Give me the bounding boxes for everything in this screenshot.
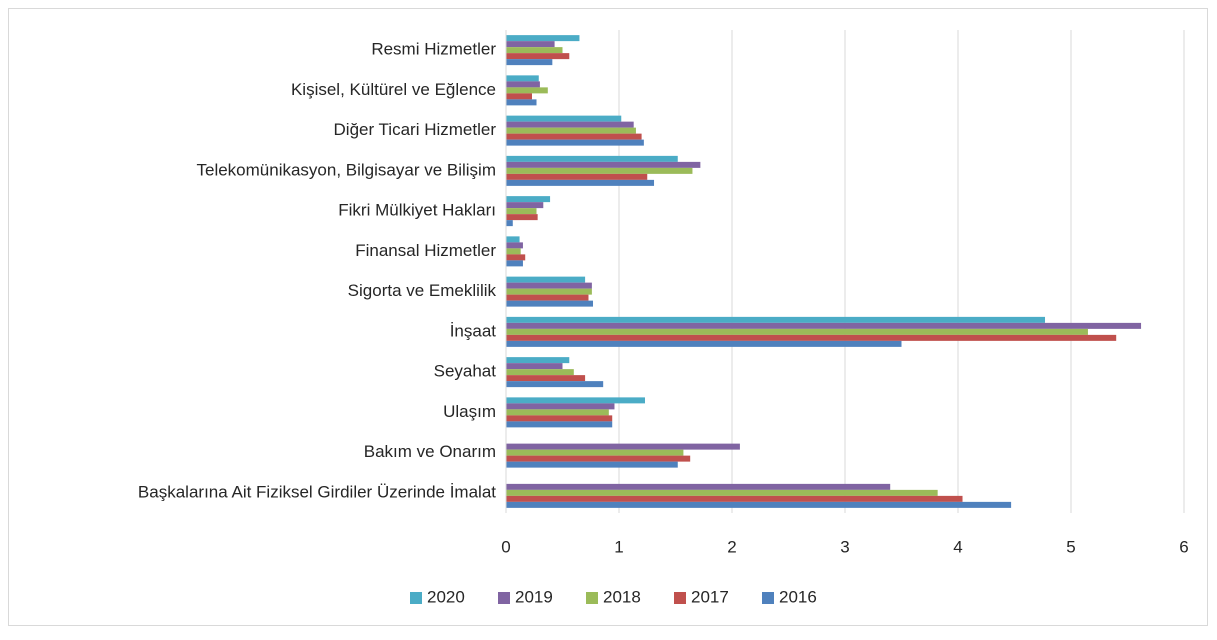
bar xyxy=(506,202,544,209)
bar xyxy=(506,363,563,370)
bar xyxy=(506,121,634,128)
bar xyxy=(506,59,553,66)
bar xyxy=(506,161,701,168)
bar xyxy=(506,167,693,174)
y-tick-label: İnşaat xyxy=(450,321,497,340)
bar xyxy=(506,334,1117,341)
legend-label: 2018 xyxy=(603,587,641,606)
bar xyxy=(506,381,604,388)
bar xyxy=(506,208,537,215)
bar xyxy=(506,397,645,404)
y-tick-label: Diğer Ticari Hizmetler xyxy=(334,120,497,139)
bar xyxy=(506,282,592,289)
legend-swatch xyxy=(674,592,686,604)
legend-swatch xyxy=(586,592,598,604)
bar xyxy=(506,501,1012,508)
legend-swatch xyxy=(498,592,510,604)
y-tick-label: Seyahat xyxy=(434,362,497,381)
x-tick-label: 3 xyxy=(840,537,849,556)
bar xyxy=(506,455,691,462)
bar xyxy=(506,93,532,100)
bar xyxy=(506,322,1142,329)
bar xyxy=(506,483,891,490)
x-tick-label: 1 xyxy=(614,537,623,556)
bar xyxy=(506,357,570,364)
bar xyxy=(506,415,613,422)
bar xyxy=(506,248,521,255)
bar xyxy=(506,328,1088,335)
bar xyxy=(506,139,644,146)
y-tick-label: Sigorta ve Emeklilik xyxy=(348,281,497,300)
y-tick-label: Resmi Hizmetler xyxy=(371,40,496,59)
bar xyxy=(506,403,615,410)
bar xyxy=(506,155,678,162)
bar xyxy=(506,47,563,54)
bar xyxy=(506,41,555,48)
x-tick-label: 2 xyxy=(727,537,736,556)
y-tick-label: Kişisel, Kültürel ve Eğlence xyxy=(291,80,496,99)
bar xyxy=(506,294,589,301)
bar xyxy=(506,87,548,94)
legend-swatch xyxy=(410,592,422,604)
bar xyxy=(506,421,613,428)
bar xyxy=(506,300,594,307)
bar xyxy=(506,461,678,468)
bar xyxy=(506,489,938,496)
bar xyxy=(506,254,526,261)
bar xyxy=(506,220,513,227)
bar xyxy=(506,99,537,106)
y-tick-label: Telekomünikasyon, Bilgisayar ve Bilişim xyxy=(196,160,496,179)
y-tick-label: Finansal Hizmetler xyxy=(355,241,496,260)
x-tick-label: 5 xyxy=(1066,537,1075,556)
x-tick-label: 4 xyxy=(953,537,962,556)
bar xyxy=(506,81,540,88)
bar xyxy=(506,127,636,134)
bar xyxy=(506,133,642,140)
bar xyxy=(506,443,740,450)
bar xyxy=(506,196,551,203)
bar xyxy=(506,214,538,221)
bar xyxy=(506,242,523,249)
bar xyxy=(506,173,648,180)
legend-label: 2019 xyxy=(515,587,553,606)
bar xyxy=(506,449,684,456)
legend-label: 2017 xyxy=(691,587,729,606)
x-tick-label: 6 xyxy=(1179,537,1188,556)
legend-label: 2016 xyxy=(779,587,817,606)
bar xyxy=(506,236,520,243)
bar xyxy=(506,288,592,295)
bar xyxy=(506,340,902,347)
bar xyxy=(506,260,523,267)
legend-label: 2020 xyxy=(427,587,465,606)
bar xyxy=(506,495,963,502)
bar xyxy=(506,369,574,376)
x-tick-label: 0 xyxy=(501,537,510,556)
legend-swatch xyxy=(762,592,774,604)
bar xyxy=(506,179,655,186)
y-tick-label: Ulaşım xyxy=(443,402,496,421)
y-tick-label: Başkalarına Ait Fiziksel Girdiler Üzerin… xyxy=(138,482,496,501)
bar xyxy=(506,75,539,82)
y-tick-label: Fikri Mülkiyet Hakları xyxy=(338,201,496,220)
y-tick-label: Bakım ve Onarım xyxy=(364,442,496,461)
bar xyxy=(506,409,609,416)
bar xyxy=(506,35,580,42)
bar xyxy=(506,316,1046,323)
bar xyxy=(506,276,586,283)
bar xyxy=(506,53,570,60)
bar xyxy=(506,115,622,122)
bar xyxy=(506,375,586,382)
